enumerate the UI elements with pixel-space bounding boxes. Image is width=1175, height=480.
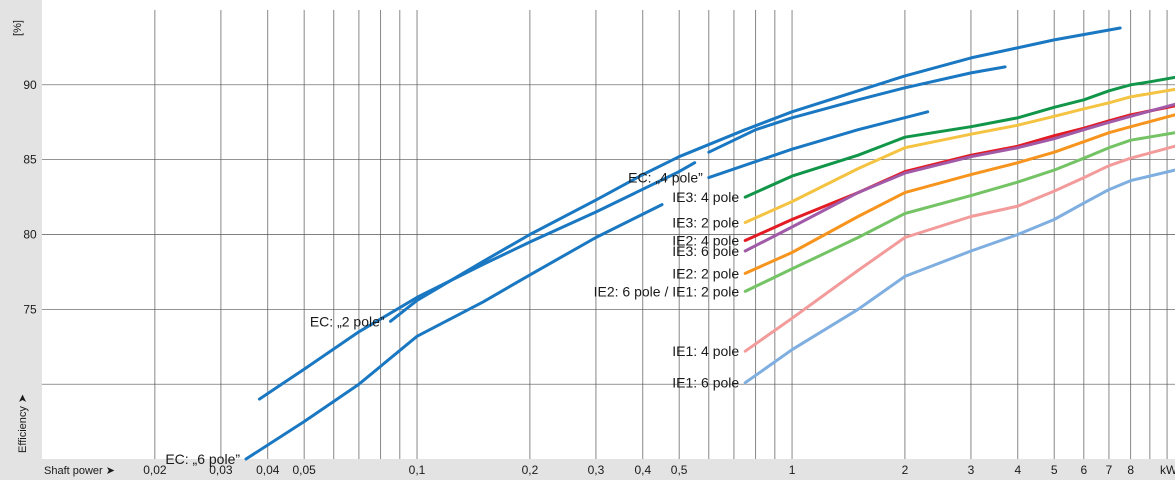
curve-label-ie2-2-pole: IE2: 2 pole: [672, 265, 739, 281]
curve-label-ie2-4-pole: IE2: 4 pole: [672, 232, 739, 248]
efficiency-curves: [244, 26, 1175, 461]
x-axis-title: Shaft power ➤: [44, 465, 115, 477]
x-tick-label: 3: [968, 463, 975, 477]
curve-ie3-4-pole: [743, 75, 1175, 199]
x-tick-label: 5: [1051, 463, 1058, 477]
x-tick-label: 0,02: [143, 463, 167, 477]
y-tick-label: 90: [23, 78, 37, 92]
y-tick-label: 85: [23, 153, 37, 167]
curve-ie2-6-pole-ie1-2-pole: [743, 131, 1175, 293]
x-tick-label: 0,4: [634, 463, 651, 477]
x-tick-label: 4: [1014, 463, 1021, 477]
curve-ec-2-pole: [389, 26, 1122, 323]
curve-label-ec-2-pole: EC: „2 pole”: [310, 313, 385, 329]
curve-label-ec-4-pole: EC: „4 pole”: [628, 170, 703, 186]
curve-ie1-6-pole: [743, 168, 1175, 385]
curve-labels: EC: „2 pole” EC: „4 pole” EC: „6 pole” IE3:…: [165, 170, 739, 467]
curve-ec-4-pole: [707, 110, 930, 180]
x-axis-ticks: 0,02 0,03 0,04 0,05 0,1 0,2 0,3 0,4 0,5 1 2 3 4 5 6 7 8: [143, 463, 1134, 477]
curve-label-ie2-6-pole-ie1-2-pole: IE2: 6 pole / IE1: 2 pole: [594, 283, 740, 299]
x-tick-label: 0,1: [409, 463, 426, 477]
curve-label-ie3-4-pole: IE3: 4 pole: [672, 189, 739, 205]
x-tick-label: 2: [902, 463, 909, 477]
y-unit-label: [%]: [12, 20, 24, 36]
left-axis-band: [0, 0, 42, 480]
curve-label-ec-6-pole: EC: „6 pole”: [165, 451, 240, 467]
x-tick-label: 0,3: [588, 463, 605, 477]
curve-label-ie3-6-pole: IE3: 6 pole: [672, 243, 739, 259]
curve-label-ie3-2-pole: IE3: 2 pole: [672, 215, 739, 231]
x-tick-label: 0,5: [671, 463, 688, 477]
x-tick-label: 0,04: [256, 463, 280, 477]
curve-ec-6-pole: [244, 203, 664, 461]
x-tick-label: 1: [789, 463, 796, 477]
curve-ie1-4-pole: [743, 144, 1175, 353]
x-tick-label: 0,03: [209, 463, 233, 477]
curve-ie3-2-pole: [743, 87, 1175, 224]
x-unit-label: kW: [1160, 463, 1175, 477]
curve-ec-2: [707, 65, 1007, 154]
curve-ec-1: [257, 161, 697, 401]
curve-ie2-2-pole: [743, 113, 1175, 275]
bottom-axis-band: [0, 459, 1175, 480]
curve-label-ie1-4-pole: IE1: 4 pole: [672, 343, 739, 359]
x-tick-label: 0,05: [292, 463, 316, 477]
curve-label-ie1-6-pole: IE1: 6 pole: [672, 375, 739, 391]
y-tick-label: 75: [23, 302, 37, 316]
y-tick-label: 80: [23, 228, 37, 242]
curve-ie3-6-pole: [743, 102, 1175, 253]
x-tick-label: 0,2: [522, 463, 539, 477]
x-tick-label: 6: [1081, 463, 1088, 477]
y-axis-title: Efficiency ➤: [17, 394, 29, 453]
x-tick-label: 7: [1106, 463, 1113, 477]
x-tick-label: 8: [1127, 463, 1134, 477]
y-axis-ticks: 75 80 85 90: [23, 78, 37, 317]
